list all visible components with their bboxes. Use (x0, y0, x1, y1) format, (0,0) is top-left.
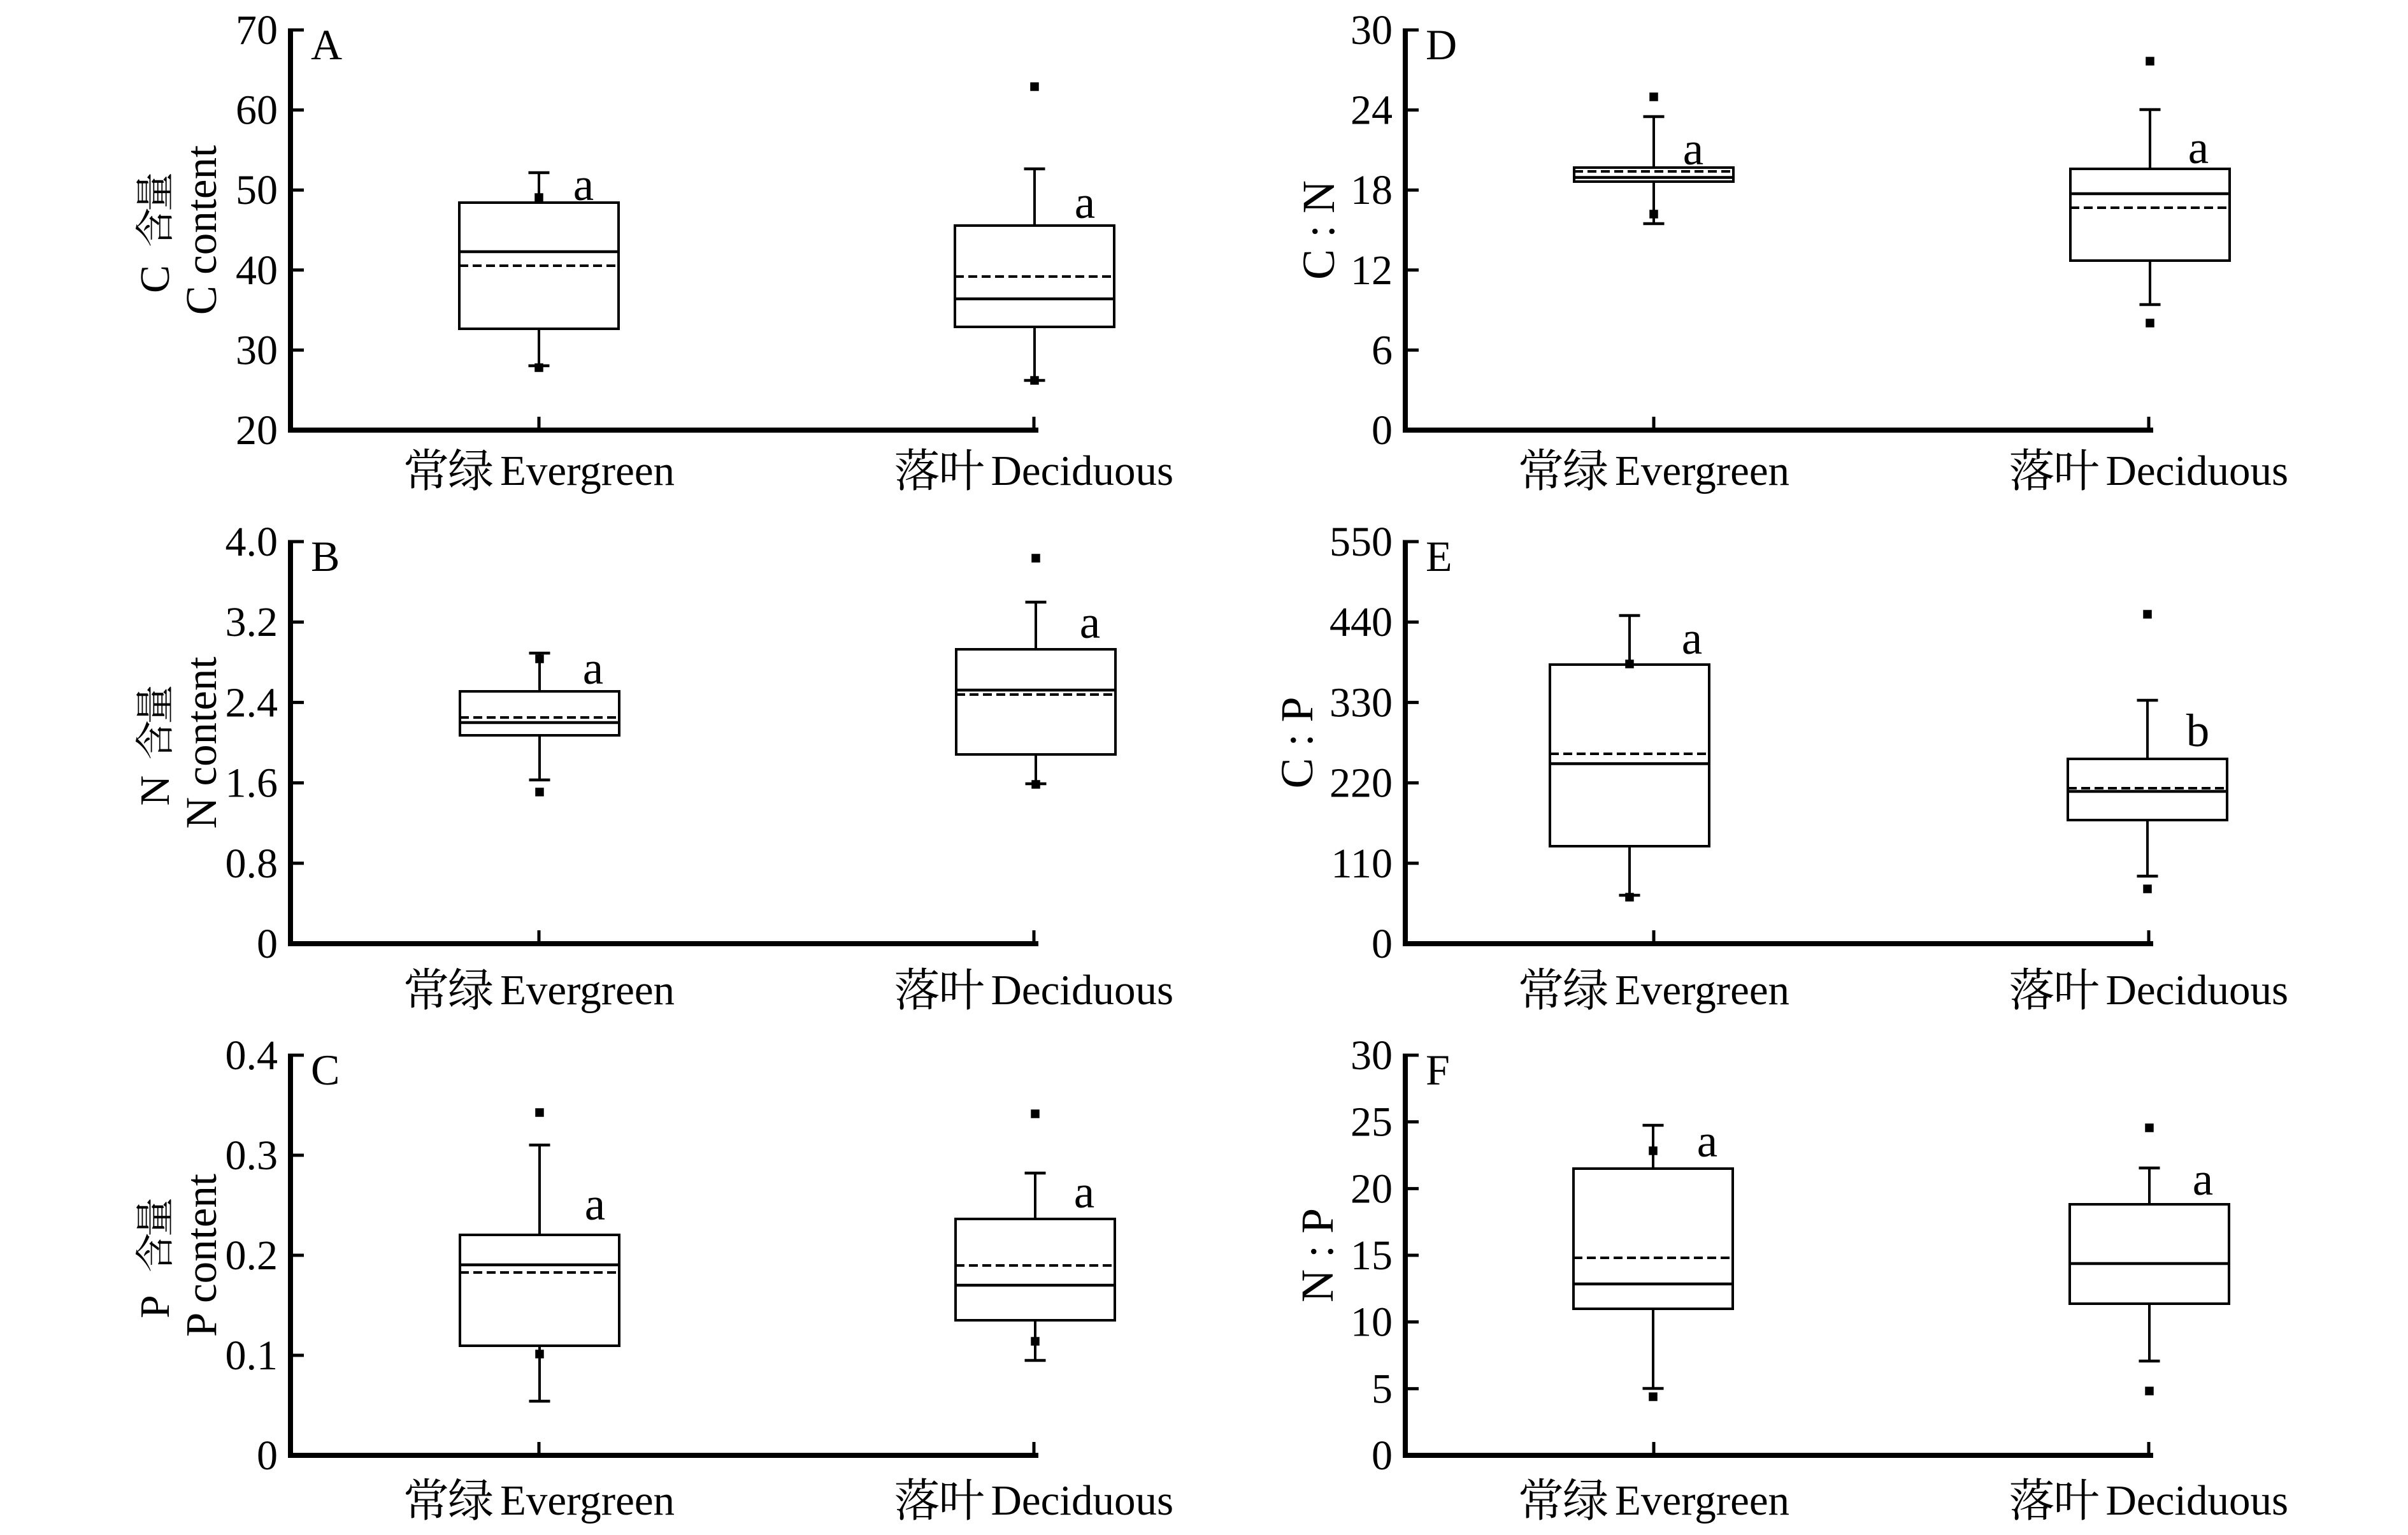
svg-text:Deciduous: Deciduous (2106, 967, 2289, 1014)
svg-text:Deciduous: Deciduous (2106, 1477, 2289, 1524)
svg-text:0: 0 (257, 1432, 278, 1479)
svg-text:330: 330 (1329, 679, 1393, 726)
svg-text:20: 20 (236, 407, 278, 454)
svg-text:0.4: 0.4 (226, 1032, 278, 1079)
svg-text:C: C (132, 265, 178, 293)
svg-text:P content: P content (177, 1174, 226, 1337)
svg-text:Deciduous: Deciduous (991, 967, 1174, 1014)
svg-text:5: 5 (1372, 1366, 1393, 1412)
svg-text:Evergreen: Evergreen (1615, 447, 1789, 494)
svg-text:110: 110 (1331, 840, 1393, 887)
svg-text:0: 0 (257, 921, 278, 967)
svg-text:0.1: 0.1 (226, 1332, 278, 1379)
svg-text:0.8: 0.8 (226, 840, 278, 887)
svg-text:a: a (1697, 1115, 1717, 1167)
svg-text:a: a (583, 642, 603, 694)
svg-text:10: 10 (1351, 1299, 1393, 1346)
svg-text:a: a (2193, 1153, 2213, 1205)
svg-text:D: D (1426, 20, 1457, 69)
svg-text:40: 40 (236, 247, 278, 294)
svg-text:a: a (2188, 122, 2209, 173)
svg-text:0.2: 0.2 (226, 1232, 278, 1279)
svg-text:20: 20 (1351, 1165, 1393, 1212)
svg-text:C : P: C : P (1272, 696, 1322, 788)
svg-text:C : N: C : N (1293, 180, 1344, 280)
svg-text:30: 30 (1351, 7, 1393, 54)
svg-text:a: a (1074, 1166, 1094, 1218)
svg-text:F: F (1426, 1046, 1450, 1094)
svg-text:220: 220 (1329, 760, 1393, 807)
svg-text:12: 12 (1351, 247, 1393, 294)
svg-text:4.0: 4.0 (226, 519, 278, 565)
svg-text:Deciduous: Deciduous (2106, 447, 2289, 494)
svg-text:24: 24 (1351, 87, 1393, 134)
svg-text:0: 0 (1372, 1432, 1393, 1479)
svg-text:a: a (1075, 177, 1095, 228)
svg-text:a: a (1080, 596, 1100, 648)
svg-text:C: C (311, 1046, 340, 1094)
svg-text:25: 25 (1351, 1099, 1393, 1146)
svg-text:1.6: 1.6 (226, 760, 278, 807)
svg-text:a: a (1682, 612, 1702, 664)
svg-text:b: b (2186, 705, 2210, 756)
svg-text:440: 440 (1329, 599, 1393, 645)
svg-text:B: B (311, 532, 340, 580)
svg-text:Evergreen: Evergreen (500, 1477, 675, 1524)
svg-text:Deciduous: Deciduous (991, 1477, 1174, 1524)
svg-text:N : P: N : P (1292, 1208, 1343, 1302)
svg-text:Evergreen: Evergreen (500, 447, 675, 494)
svg-text:0.3: 0.3 (226, 1132, 278, 1179)
svg-text:Deciduous: Deciduous (991, 447, 1174, 494)
svg-text:15: 15 (1351, 1232, 1393, 1279)
svg-text:0: 0 (1372, 921, 1393, 967)
svg-text:70: 70 (236, 7, 278, 54)
svg-text:a: a (573, 159, 594, 210)
svg-text:550: 550 (1329, 519, 1393, 565)
svg-text:50: 50 (236, 167, 278, 213)
svg-text:A: A (311, 20, 342, 69)
svg-text:P: P (132, 1295, 178, 1318)
svg-text:60: 60 (236, 87, 278, 134)
svg-text:2.4: 2.4 (226, 679, 278, 726)
svg-text:0: 0 (1372, 407, 1393, 454)
svg-text:30: 30 (236, 327, 278, 373)
svg-text:E: E (1426, 532, 1452, 580)
svg-text:18: 18 (1351, 167, 1393, 213)
svg-text:6: 6 (1372, 327, 1393, 373)
svg-text:N content: N content (177, 656, 226, 828)
svg-text:N: N (132, 775, 178, 806)
svg-text:30: 30 (1351, 1032, 1393, 1079)
svg-text:3.2: 3.2 (226, 599, 278, 645)
svg-text:Evergreen: Evergreen (500, 967, 675, 1014)
svg-text:a: a (1683, 123, 1703, 175)
svg-text:a: a (585, 1178, 605, 1230)
svg-text:C content: C content (177, 145, 226, 315)
svg-text:Evergreen: Evergreen (1615, 967, 1789, 1014)
svg-text:Evergreen: Evergreen (1615, 1477, 1789, 1524)
